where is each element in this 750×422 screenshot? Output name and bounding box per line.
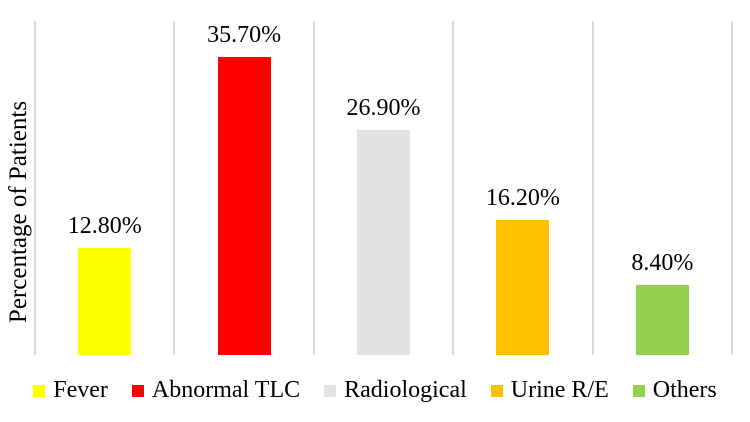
legend-swatch-icon (632, 384, 645, 397)
legend-item-radiological[interactable]: Radiological (324, 376, 467, 404)
legend-item-abnormal-tlc[interactable]: Abnormal TLC (131, 376, 301, 404)
gridline (591, 21, 594, 355)
data-label-fever: 12.80% (67, 213, 142, 239)
legend-label: Urine R/E (510, 377, 609, 403)
legend-item-urine-r-e[interactable]: Urine R/E (490, 376, 609, 404)
bar-others[interactable] (635, 285, 689, 355)
bar-column-abnormal-tlc: 35.70% (174, 21, 313, 355)
legend-label: Abnormal TLC (151, 377, 301, 403)
legend-label: Fever (53, 377, 108, 403)
legend-swatch-icon (490, 384, 503, 397)
bar-column-fever: 12.80% (35, 21, 174, 355)
data-label-abnormal-tlc: 35.70% (207, 22, 282, 48)
gridline (34, 21, 36, 355)
legend-label: Radiological (344, 377, 467, 403)
bar-column-urine-r-e: 16.20% (453, 21, 592, 355)
gridline (173, 21, 176, 355)
bar-radiological[interactable] (357, 130, 411, 355)
bar-urine-r-e[interactable] (496, 220, 550, 355)
legend-item-fever[interactable]: Fever (33, 376, 108, 404)
legend-swatch-icon (131, 384, 144, 397)
legend-label: Others (652, 377, 717, 403)
data-label-others: 8.40% (631, 250, 694, 276)
data-label-radiological: 26.90% (346, 95, 421, 121)
bar-column-radiological: 26.90% (314, 21, 453, 355)
legend-swatch-icon (33, 384, 46, 397)
bar-fever[interactable] (78, 248, 132, 355)
data-label-urine-r-e: 16.20% (485, 185, 560, 211)
gridline (731, 21, 733, 355)
legend-item-others[interactable]: Others (632, 376, 717, 404)
bar-column-others: 8.40% (593, 21, 732, 355)
legend: Fever Abnormal TLC Radiological Urine R/E Ot… (0, 376, 750, 404)
y-axis-title: Percentage of Patients (5, 100, 32, 324)
gridline (312, 21, 315, 355)
gridline (452, 21, 455, 355)
plot-area: 12.80% 35.70% 26.90% 16.20% 8.40% (34, 21, 733, 355)
bar-abnormal-tlc[interactable] (217, 57, 271, 355)
legend-swatch-icon (324, 384, 337, 397)
